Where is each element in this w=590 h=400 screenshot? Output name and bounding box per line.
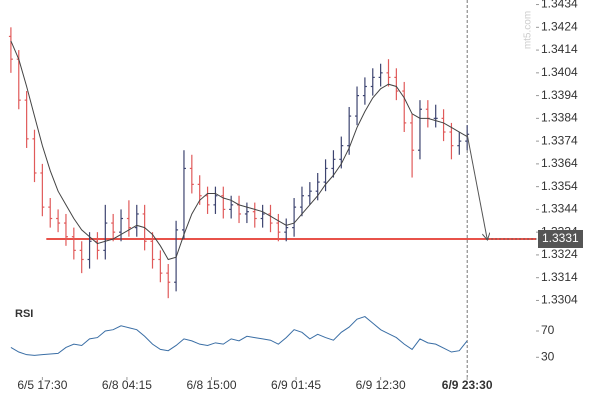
x-tick-label: 6/5 17:30 [17, 378, 67, 392]
rsi-tick-label: 70 [541, 323, 555, 337]
rsi-tick-label: 30 [541, 349, 555, 363]
y-tick-label: 1.3394 [541, 88, 578, 102]
y-tick-label: 1.3384 [541, 111, 578, 125]
price-badge [538, 229, 583, 248]
rsi-line [10, 315, 468, 356]
moving-average [10, 40, 468, 261]
y-tick-label: 1.3414 [541, 42, 578, 56]
rsi-label: RSI [15, 308, 33, 320]
y-tick-label: 1.3374 [541, 133, 578, 147]
y-tick-label: 1.3404 [541, 65, 578, 79]
x-tick-label: 6/8 04:15 [102, 378, 152, 392]
x-tick-label: 6/9 01:45 [271, 378, 321, 392]
y-tick-label: 1.3344 [541, 202, 578, 216]
arrow [466, 134, 487, 239]
price-badge-label: 1.3331 [542, 231, 579, 245]
y-tick-label: 1.3364 [541, 156, 578, 170]
x-tick-label: 6/9 23:30 [442, 378, 493, 392]
y-tick-label: 1.3434 [541, 0, 578, 11]
y-tick-label: 1.3324 [541, 247, 578, 261]
watermark: mt5.com [523, 11, 534, 49]
y-tick-label: 1.3424 [541, 19, 578, 33]
y-tick-label: 1.3314 [541, 270, 578, 284]
y-tick-label: 1.3354 [541, 179, 578, 193]
x-tick-label: 6/8 15:00 [186, 378, 236, 392]
y-tick-label: 1.3304 [541, 293, 578, 307]
x-tick-label: 6/9 12:30 [356, 378, 406, 392]
